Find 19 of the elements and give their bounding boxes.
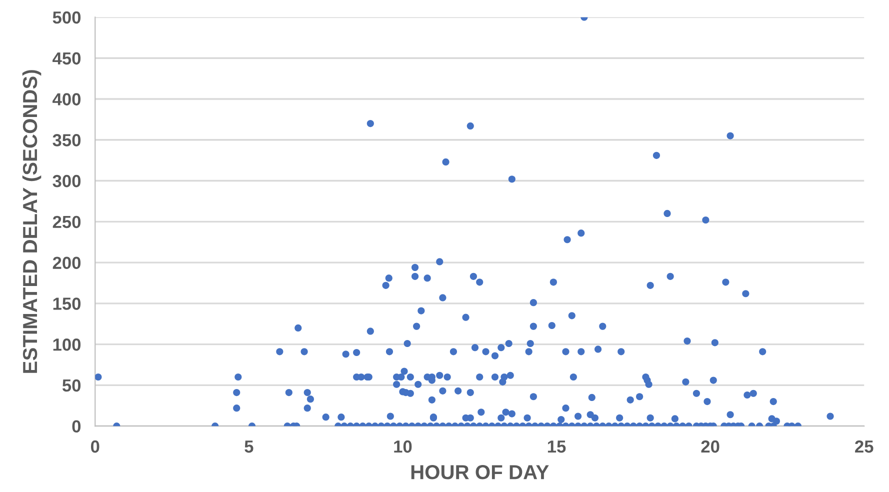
y-tick-label: 450: [52, 52, 81, 65]
y-tick-label: 350: [52, 134, 81, 146]
y-tick-label: 100: [53, 338, 81, 351]
y-tick-label: 200: [52, 256, 81, 269]
x-tick-label: 0: [90, 440, 100, 453]
x-tick-label: 5: [244, 440, 254, 453]
y-tick-label: 500: [52, 11, 81, 24]
y-tick-label: 0: [72, 420, 81, 433]
y-tick-label: 50: [62, 379, 81, 392]
x-axis-title: HOUR OF DAY: [411, 465, 549, 480]
x-tick-label: 20: [701, 440, 720, 453]
y-tick-label: 150: [53, 298, 81, 310]
y-axis-title: ESTIMATED DELAY (SECONDS): [22, 70, 42, 373]
x-tick-label: 25: [855, 440, 874, 453]
y-tick-label: 300: [52, 174, 81, 188]
x-tick-label: 10: [394, 440, 412, 453]
y-tick-label: 400: [52, 93, 81, 106]
x-tick-label: 15: [548, 440, 566, 453]
y-tick-label: 250: [52, 216, 81, 228]
